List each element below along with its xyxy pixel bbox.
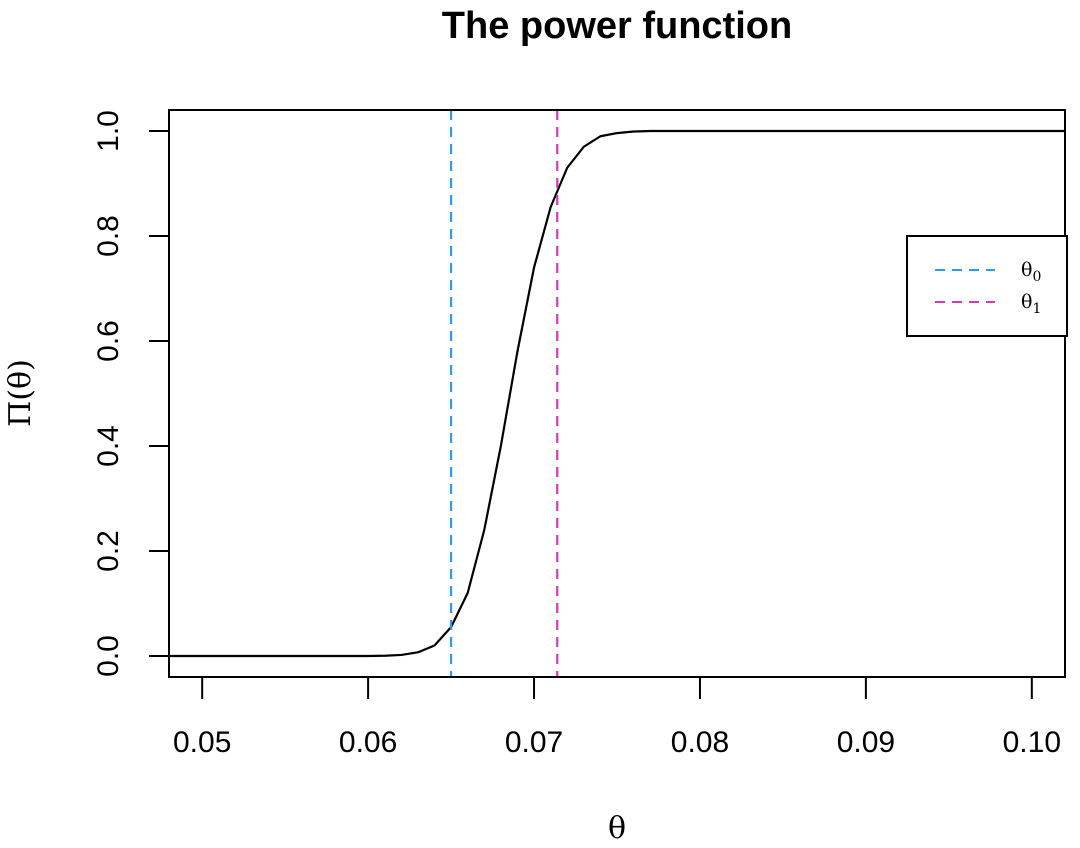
y-axis-label: Π(θ) [3,359,38,427]
x-tick-label: 0.10 [1003,726,1061,759]
y-tick-label: 0.4 [92,425,125,467]
x-tick-label: 0.06 [339,726,397,759]
x-axis-label: θ [608,811,626,846]
chart-title: The power function [442,5,792,47]
x-tick-label: 0.09 [837,726,895,759]
y-tick-label: 0.2 [92,530,125,572]
power-curve-line [169,129,1065,658]
legend: θ0 θ1 [906,235,1068,337]
legend-theta1-label: θ1 [1021,291,1041,317]
y-tick-label: 0.0 [92,635,125,677]
plot-frame [168,109,1066,678]
x-tick-label: 0.05 [173,726,231,759]
y-tick-label: 1.0 [92,110,125,152]
y-tick-label: 0.8 [92,215,125,257]
legend-box [906,235,1068,337]
y-tick-label: 0.6 [92,320,125,362]
x-tick-label: 0.07 [505,726,563,759]
x-tick-label: 0.08 [671,726,729,759]
legend-theta0-label: θ0 [1021,259,1041,285]
